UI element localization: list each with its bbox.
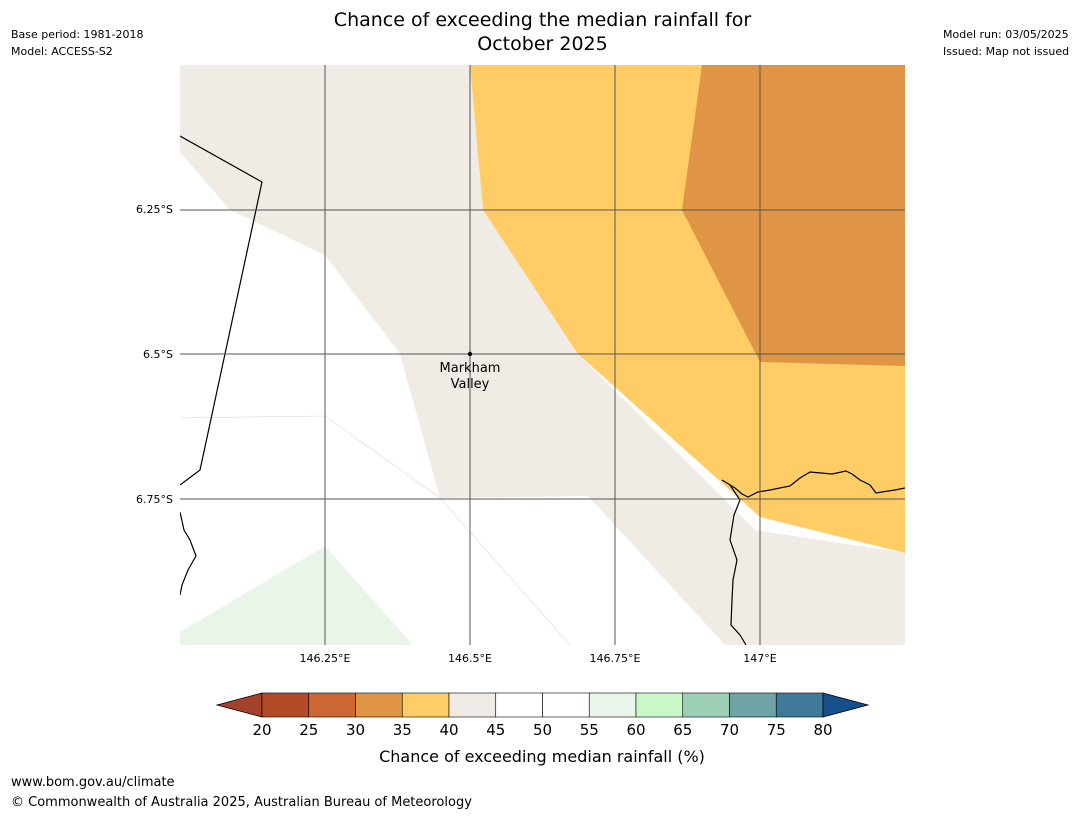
lat-label: 6.5°S bbox=[143, 348, 173, 361]
location-marker bbox=[467, 351, 473, 357]
colorbar-label: Chance of exceeding median rainfall (%) bbox=[379, 747, 705, 766]
map-area: Markham Valley bbox=[180, 65, 905, 645]
colorbar-segment bbox=[261, 692, 310, 718]
colorbar: 20 25 30 35 40 45 50 55 60 65 70 75 80 bbox=[215, 692, 870, 739]
footer-copyright: © Commonwealth of Australia 2025, Austra… bbox=[11, 795, 472, 810]
colorbar-extend-low bbox=[215, 692, 263, 718]
colorbar-segment bbox=[308, 692, 356, 718]
colorbar-segment bbox=[401, 692, 450, 718]
lon-label: 147°E bbox=[743, 652, 776, 665]
colorbar-tick-label: 75 bbox=[767, 721, 786, 739]
title-line-2: October 2025 bbox=[477, 33, 608, 55]
colorbar-segment bbox=[355, 692, 403, 718]
zone-55-60 bbox=[180, 546, 413, 645]
coastline-east bbox=[721, 470, 905, 498]
colorbar-segment bbox=[635, 692, 684, 718]
base-period-text: Base period: 1981-2018 bbox=[11, 28, 144, 41]
colorbar-segment bbox=[775, 692, 824, 718]
contour-line bbox=[180, 415, 571, 645]
colorbar-tick-label: 65 bbox=[673, 721, 692, 739]
coastline-west bbox=[180, 511, 197, 596]
colorbar-tick-label: 30 bbox=[346, 721, 365, 739]
title-line-1: Chance of exceeding the median rainfall … bbox=[333, 9, 752, 31]
lon-label: 146.5°E bbox=[448, 652, 492, 665]
model-text: Model: ACCESS-S2 bbox=[11, 45, 113, 58]
colorbar-tick-label: 40 bbox=[439, 721, 458, 739]
place-label-line-2: Valley bbox=[451, 377, 490, 392]
lat-label: 6.75°S bbox=[136, 493, 173, 506]
colorbar-tick-label: 55 bbox=[580, 721, 599, 739]
issued-text: Issued: Map not issued bbox=[943, 45, 1070, 58]
metadata-right: Model run: 03/05/2025 Issued: Map not is… bbox=[943, 26, 1069, 60]
colorbar-segment bbox=[682, 692, 730, 718]
place-label-line-1: Markham bbox=[440, 361, 501, 376]
river-line bbox=[729, 484, 747, 645]
colorbar-tick-label: 80 bbox=[813, 721, 832, 739]
colorbar-extend-high bbox=[822, 692, 870, 718]
metadata-left: Base period: 1981-2018 Model: ACCESS-S2 bbox=[11, 26, 143, 60]
footer-url: www.bom.gov.au/climate bbox=[11, 775, 175, 790]
lon-label: 146.75°E bbox=[590, 652, 641, 665]
colorbar-segment bbox=[588, 692, 637, 718]
zone-30-35 bbox=[682, 65, 905, 366]
colorbar-segment bbox=[448, 692, 497, 718]
colorbar-tick-label: 25 bbox=[299, 721, 318, 739]
lon-label: 146.25°E bbox=[300, 652, 351, 665]
colorbar-tick-label: 50 bbox=[533, 721, 552, 739]
lat-label: 6.25°S bbox=[136, 203, 173, 216]
colorbar-tick-label: 20 bbox=[252, 721, 271, 739]
border-line bbox=[180, 135, 263, 486]
colorbar-segment bbox=[729, 692, 777, 718]
colorbar-segment bbox=[495, 692, 543, 718]
colorbar-tick-label: 60 bbox=[626, 721, 645, 739]
colorbar-tick-label: 45 bbox=[486, 721, 505, 739]
colorbar-tick-label: 35 bbox=[393, 721, 412, 739]
map-title: Chance of exceeding the median rainfall … bbox=[0, 8, 1085, 56]
colorbar-segment bbox=[542, 692, 590, 718]
model-run-text: Model run: 03/05/2025 bbox=[943, 28, 1069, 41]
colorbar-tick-label: 70 bbox=[720, 721, 739, 739]
